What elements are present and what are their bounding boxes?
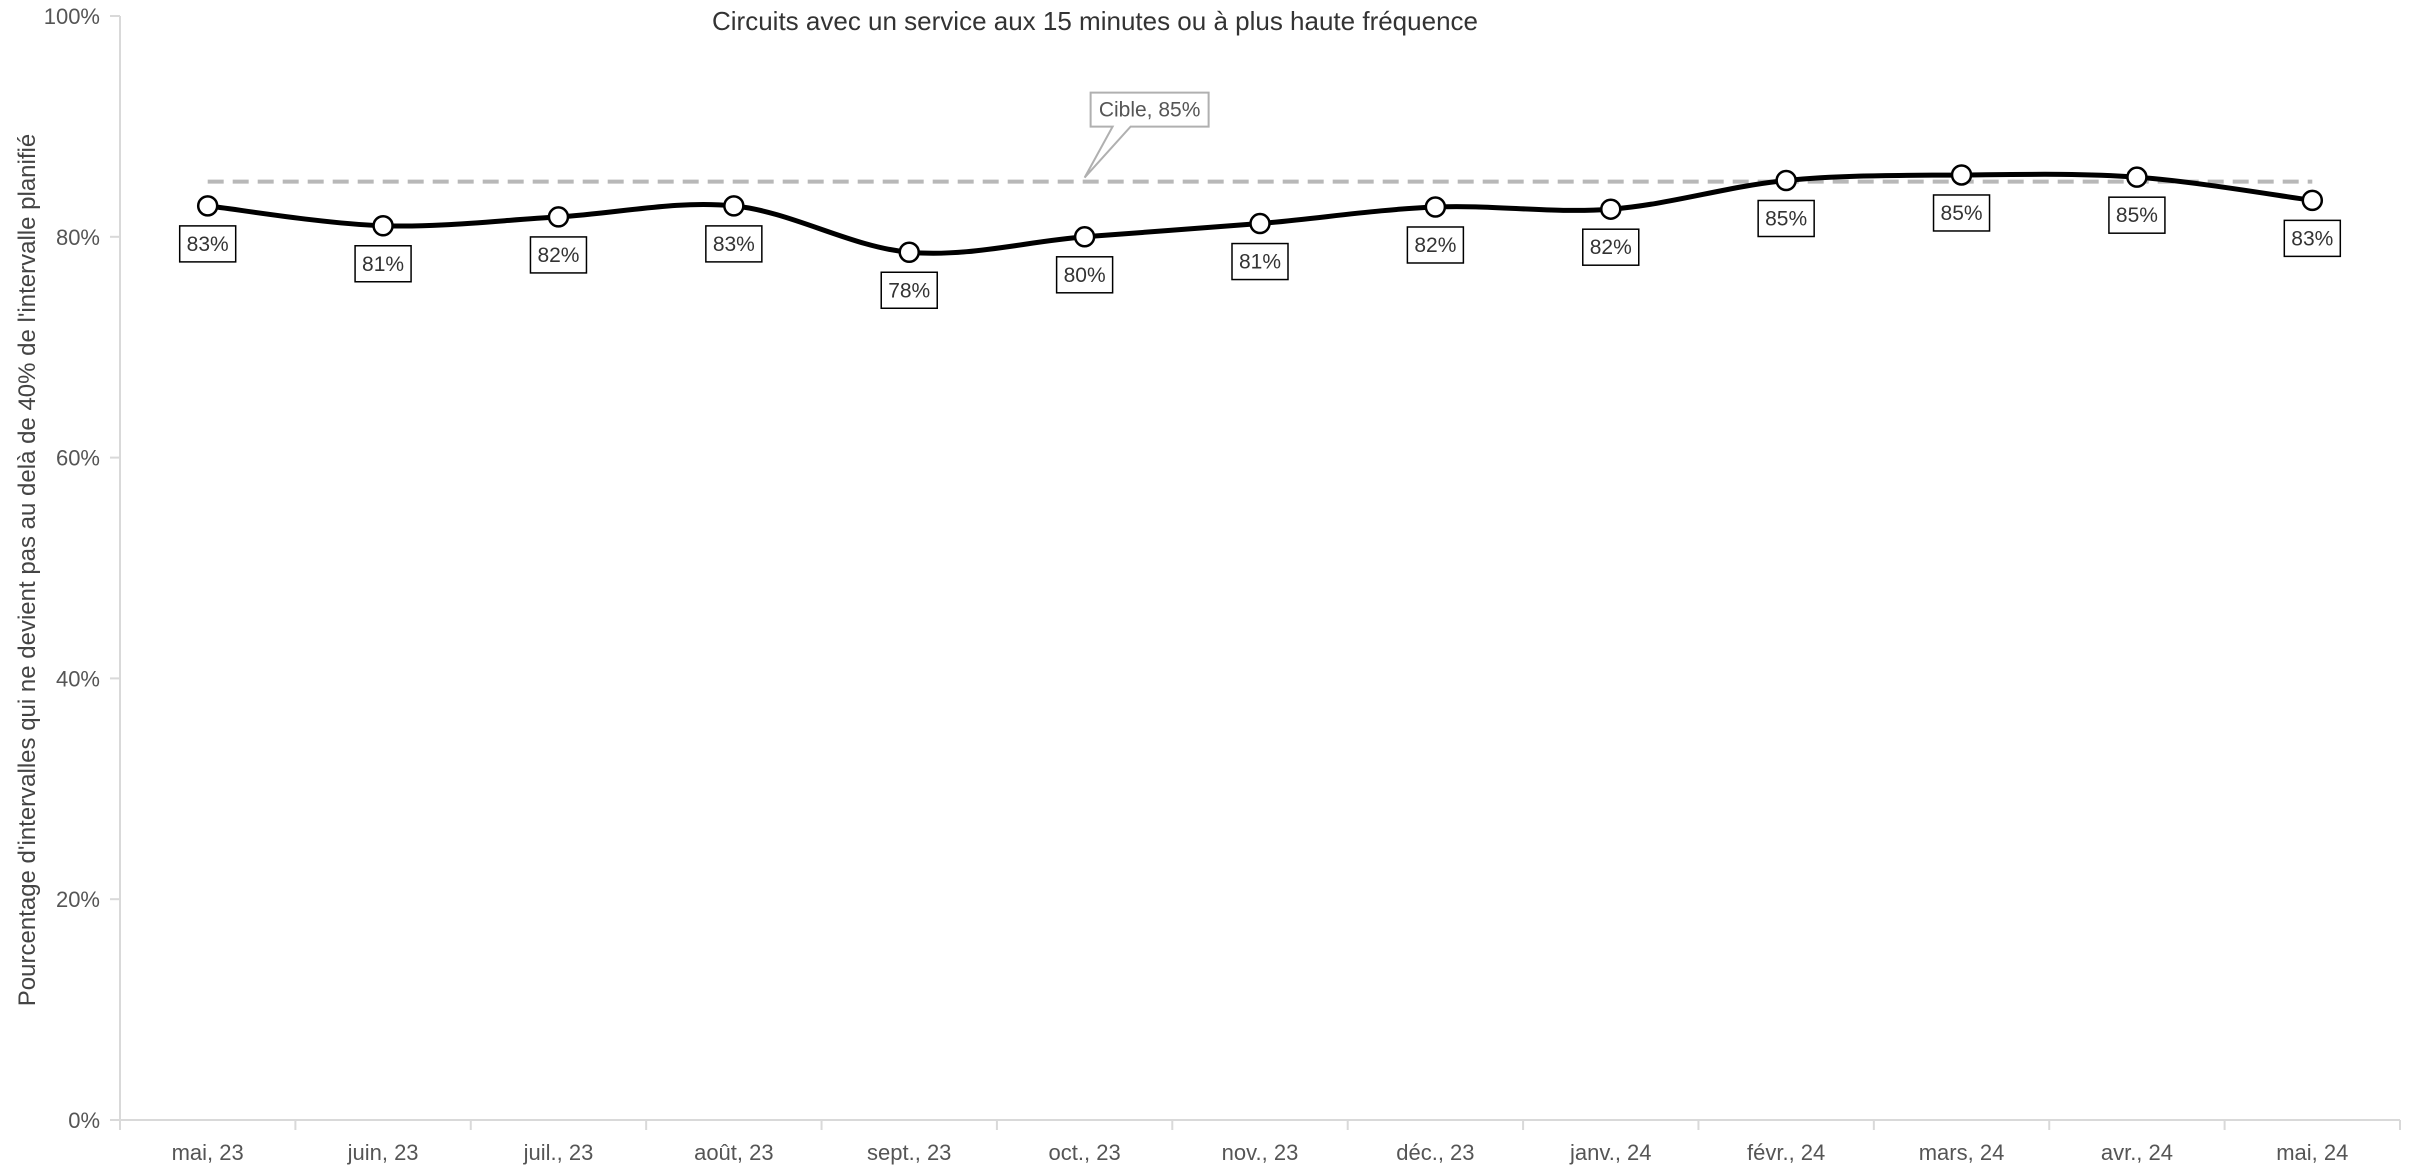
data-point — [196, 195, 219, 217]
data-label-text: 82% — [1590, 236, 1632, 259]
target-label: Cible, 85% — [1099, 99, 1201, 122]
data-label-text: 83% — [713, 233, 755, 256]
data-label: 82% — [1582, 228, 1640, 266]
data-point — [1424, 196, 1447, 218]
data-label-box — [178, 225, 237, 263]
data-point — [2126, 166, 2148, 188]
data-label: 83% — [178, 225, 237, 263]
data-label-text: 85% — [1765, 207, 1807, 230]
target-callout: Cible, 85% — [1083, 91, 1210, 179]
data-label: 82% — [1406, 226, 1465, 264]
data-label: 81% — [1231, 242, 1289, 281]
data-label-text: 83% — [187, 233, 229, 256]
y-tick-label: 40% — [56, 666, 100, 691]
x-tick-label: mai, 23 — [172, 1140, 244, 1165]
data-label-text: 82% — [537, 244, 579, 267]
data-label: 85% — [1757, 199, 1815, 238]
data-point — [1073, 226, 1096, 248]
data-label-box — [354, 245, 412, 283]
data-point — [1775, 169, 1797, 192]
data-label-box — [1231, 242, 1289, 281]
data-label-box — [2283, 219, 2342, 258]
x-tick-label: déc., 23 — [1396, 1140, 1474, 1165]
data-label-box — [1757, 199, 1815, 238]
data-label-text: 78% — [888, 279, 930, 302]
data-label-text: 81% — [362, 253, 404, 276]
data-label-text: 85% — [2116, 204, 2158, 227]
data-label: 83% — [705, 225, 763, 263]
data-label-box — [1582, 228, 1640, 266]
data-point — [1600, 198, 1622, 220]
data-label-box — [2108, 196, 2166, 234]
data-label: 81% — [354, 245, 412, 283]
data-label-text: 80% — [1064, 264, 1106, 287]
data-label-box — [1932, 194, 1991, 232]
x-tick-label: janv., 24 — [1569, 1140, 1652, 1165]
data-label: 80% — [1055, 256, 1114, 294]
x-tick-label: sept., 23 — [867, 1140, 951, 1165]
chart-subtitle: Circuits avec un service aux 15 minutes … — [712, 6, 1478, 36]
x-tick-label: nov., 23 — [1222, 1140, 1299, 1165]
data-label: 83% — [2283, 219, 2342, 258]
target-layer: Cible, 85% — [207, 91, 2313, 184]
x-tick-label: juil., 23 — [523, 1140, 594, 1165]
x-tick-label: févr., 24 — [1747, 1140, 1825, 1165]
x-tick-label: mai, 24 — [2276, 1140, 2348, 1165]
data-label-text: 81% — [1239, 251, 1281, 274]
data-label-box — [1406, 226, 1465, 264]
data-point — [723, 195, 745, 217]
data-point — [898, 241, 920, 264]
y-tick-label: 0% — [68, 1108, 100, 1133]
y-tick-label: 80% — [56, 225, 100, 250]
data-label-box — [529, 236, 588, 274]
y-tick-label: 60% — [56, 446, 100, 471]
data-label: 85% — [1932, 194, 1991, 232]
data-label-text: 85% — [1941, 202, 1983, 225]
data-point — [1950, 164, 1973, 186]
data-point — [372, 215, 394, 237]
x-tick-label: juin, 23 — [347, 1140, 419, 1165]
data-label-box — [1055, 256, 1114, 294]
series-layer — [196, 164, 2324, 264]
y-tick-label: 100% — [44, 4, 100, 29]
data-label-text: 83% — [2291, 227, 2333, 250]
y-tick-label: 20% — [56, 887, 100, 912]
data-point — [1249, 212, 1271, 235]
data-label-box — [705, 225, 763, 263]
label-layer: 83% 81% 82% 83% 78% 80% 81% 82% 82% 85% 85% 85% 83% — [178, 194, 2342, 310]
axes: 0% 20% 40% 60% 80% 100% mai, 23 juin, 23 juil., … — [44, 4, 2401, 1165]
data-point — [547, 206, 570, 228]
x-tick-label: mars, 24 — [1919, 1140, 2005, 1165]
data-label: 82% — [529, 236, 588, 274]
data-point — [2301, 189, 2324, 212]
target-callout-box — [1083, 91, 1210, 179]
x-tick-label: avr., 24 — [2101, 1140, 2173, 1165]
data-label-box — [880, 271, 938, 310]
data-label: 85% — [2108, 196, 2166, 234]
data-label-text: 82% — [1414, 234, 1456, 257]
x-tick-label: août, 23 — [694, 1140, 774, 1165]
x-tick-label: oct., 23 — [1049, 1140, 1121, 1165]
data-label: 78% — [880, 271, 938, 310]
